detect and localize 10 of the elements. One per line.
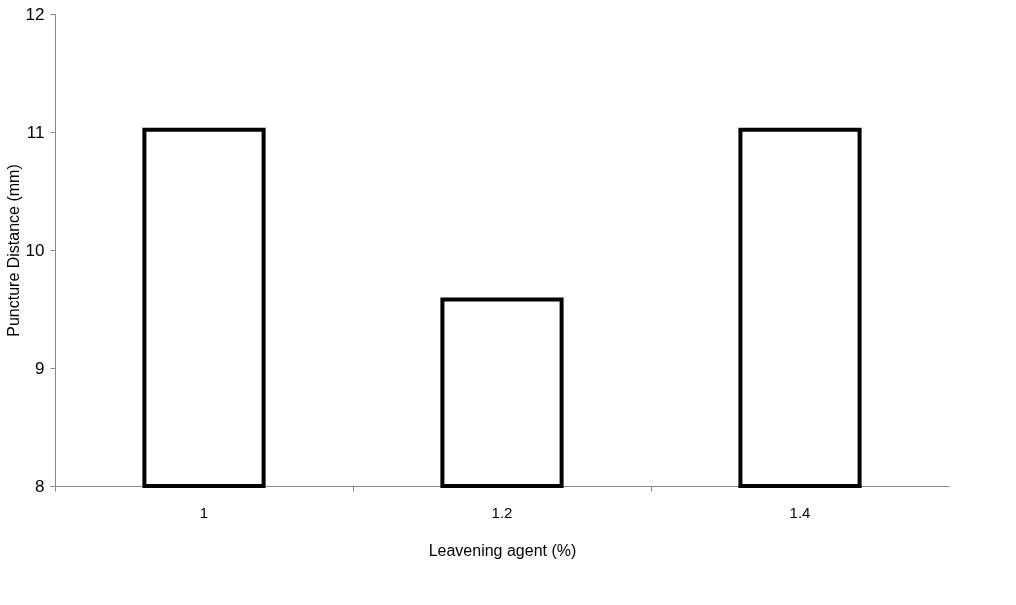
y-tick-label: 9 bbox=[35, 358, 45, 378]
y-axis-title: Puncture Distance (mm) bbox=[4, 164, 22, 337]
y-tick-label: 12 bbox=[25, 4, 45, 24]
x-axis-title: Leavening agent (%) bbox=[428, 541, 577, 559]
x-tick-label: 1.4 bbox=[789, 503, 811, 521]
x-tick-label: 1 bbox=[199, 503, 209, 521]
y-tick-label: 10 bbox=[25, 240, 45, 260]
y-tick-label: 11 bbox=[26, 122, 45, 142]
y-tick-label: 8 bbox=[35, 476, 45, 496]
x-tick-label: 1.2 bbox=[491, 503, 513, 521]
